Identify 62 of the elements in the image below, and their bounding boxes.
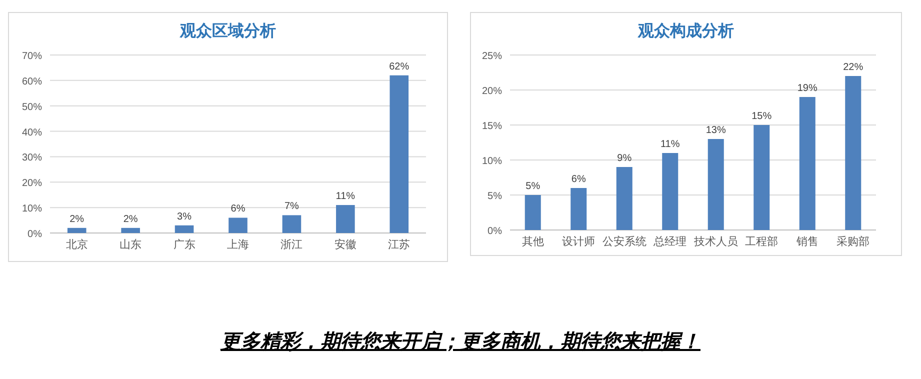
- y-tick-label: 10%: [22, 204, 42, 215]
- x-tick-label: 浙江: [280, 238, 303, 251]
- data-label: 9%: [617, 153, 632, 164]
- data-label: 3%: [177, 211, 192, 222]
- x-tick-label: 公安系统: [602, 235, 646, 248]
- y-tick-label: 60%: [22, 76, 42, 88]
- x-tick-label: 安徽: [334, 238, 356, 251]
- x-tick-label: 其他: [522, 235, 544, 248]
- bar: [799, 97, 816, 230]
- y-tick-label: 50%: [22, 102, 42, 113]
- y-tick-label: 20%: [22, 178, 42, 190]
- x-tick-label: 设计师: [562, 235, 596, 248]
- x-tick-label: 山东: [120, 238, 142, 251]
- x-tick-label: 技术人员: [692, 235, 738, 248]
- bar: [121, 228, 140, 233]
- x-tick-label: 采购部: [836, 235, 870, 248]
- y-tick-label: 10%: [482, 156, 502, 167]
- y-tick-label: 0%: [28, 229, 42, 240]
- data-label: 6%: [571, 174, 586, 185]
- data-label: 7%: [284, 201, 300, 212]
- bar: [282, 215, 302, 233]
- data-label: 2%: [70, 214, 84, 225]
- y-tick-label: 40%: [22, 127, 42, 138]
- data-label: 11%: [660, 139, 680, 150]
- data-label: 6%: [230, 204, 246, 215]
- x-tick-label: 销售: [795, 236, 818, 248]
- data-label: 62%: [389, 61, 410, 72]
- bar: [390, 75, 409, 233]
- bar: [524, 195, 541, 230]
- bar: [616, 167, 632, 230]
- data-label: 2%: [123, 214, 138, 225]
- data-label: 13%: [706, 125, 726, 136]
- bar: [174, 225, 194, 233]
- x-tick-label: 北京: [66, 238, 88, 251]
- data-label: 22%: [843, 62, 864, 73]
- data-label: 5%: [526, 181, 540, 192]
- x-tick-label: 工程部: [745, 235, 778, 248]
- y-tick-label: 30%: [22, 152, 42, 164]
- bar: [570, 188, 587, 230]
- data-label: 11%: [336, 191, 356, 202]
- x-tick-label: 上海: [227, 238, 249, 251]
- bar: [662, 153, 678, 230]
- bar: [67, 228, 86, 233]
- y-tick-label: 0%: [488, 226, 502, 237]
- x-tick-label: 总经理: [652, 235, 687, 248]
- y-tick-label: 70%: [22, 51, 42, 62]
- bar: [845, 76, 862, 230]
- chart-title: 观众区域分析: [179, 22, 276, 40]
- bar: [708, 139, 724, 230]
- y-tick-label: 20%: [482, 86, 502, 97]
- x-tick-label: 广东: [173, 238, 196, 251]
- text: 更多精彩，期待您来开启；更多商机，期待您来把握！: [219, 330, 702, 355]
- x-tick-label: 江苏: [388, 238, 410, 251]
- bar: [754, 125, 770, 230]
- data-label: 15%: [752, 111, 772, 122]
- data-label: 19%: [797, 83, 818, 94]
- y-tick-label: 25%: [482, 51, 502, 62]
- y-tick-label: 5%: [488, 191, 502, 202]
- bar: [228, 218, 248, 233]
- chart-title: 观众构成分析: [637, 22, 734, 40]
- y-tick-label: 15%: [482, 121, 502, 132]
- bar: [336, 205, 355, 233]
